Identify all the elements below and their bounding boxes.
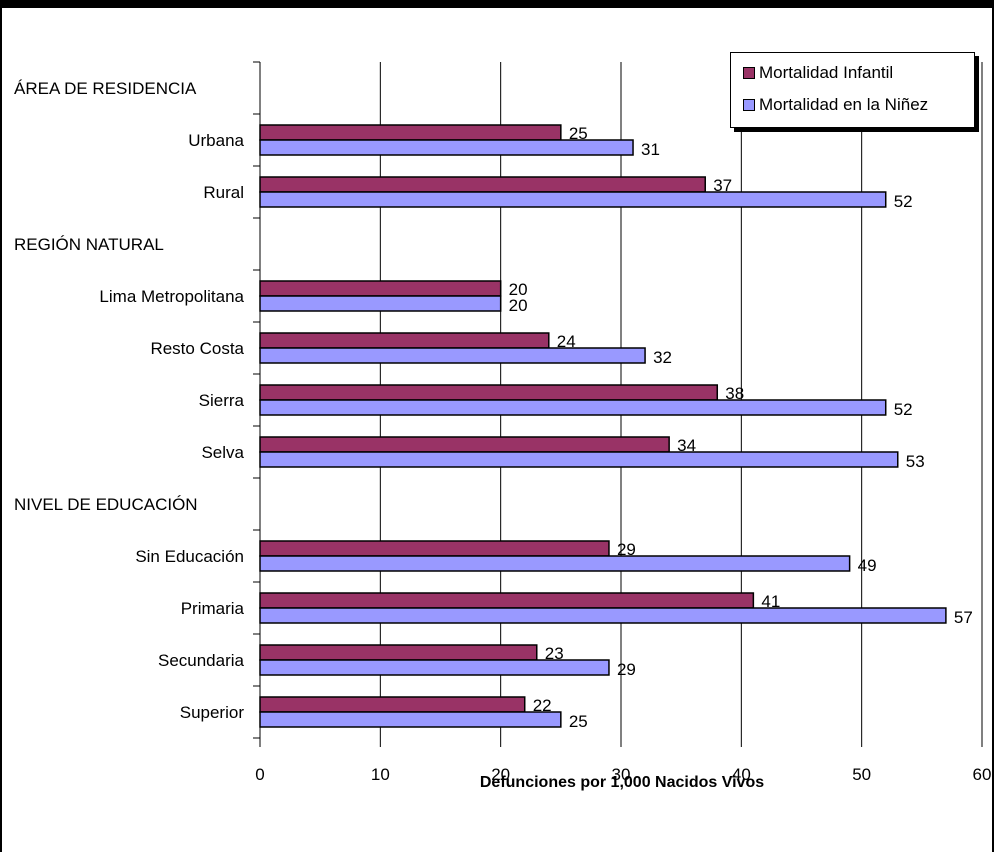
data-label-ninez: 31 [641,140,660,159]
x-tick-label: 60 [973,765,992,784]
data-label-infantil: 20 [509,280,528,299]
data-label-ninez: 25 [569,712,588,731]
category-label: Superior [180,703,245,722]
legend: Mortalidad Infantil Mortalidad en la Niñ… [730,52,975,128]
category-label: Rural [203,183,244,202]
data-label-ninez: 29 [617,660,636,679]
x-tick-label: 10 [371,765,390,784]
bar-infantil [259,696,526,713]
data-label-infantil: 24 [557,332,576,351]
category-label: Secundaria [158,651,245,670]
category-label: Selva [201,443,244,462]
data-label-ninez: 32 [653,348,672,367]
data-label-ninez: 20 [509,296,528,315]
x-tick-label: 0 [255,765,264,784]
bar-ninez [259,659,610,676]
data-label-infantil: 41 [761,592,780,611]
bar-infantil [259,644,538,661]
data-label-ninez: 52 [894,400,913,419]
bar-ninez [259,295,502,312]
data-label-infantil: 29 [617,540,636,559]
category-label: Sierra [199,391,245,410]
group-header-label: NIVEL DE EDUCACIÓN [14,495,198,514]
x-tick-label: 20 [491,765,510,784]
x-tick-label: 30 [612,765,631,784]
group-header-label: ÁREA DE RESIDENCIA [14,79,197,98]
bar-ninez [259,607,947,624]
category-label: Primaria [181,599,245,618]
bar-infantil [259,332,550,349]
bar-ninez [259,347,646,364]
category-label: Urbana [188,131,244,150]
x-tick-labels: 0 10 20 30 40 50 60 [255,765,991,784]
data-label-infantil: 25 [569,124,588,143]
data-label-infantil: 22 [533,696,552,715]
bar-infantil [259,540,610,557]
category-label: Lima Metropolitana [99,287,244,306]
legend-item-infantil: Mortalidad Infantil [743,62,893,84]
bar-ninez [259,451,899,468]
category-labels: ÁREA DE RESIDENCIA Urbana Rural REGIÓN NATU… [14,79,245,722]
data-label-infantil: 38 [725,384,744,403]
bar-infantil [259,384,719,401]
data-label-ninez: 49 [858,556,877,575]
legend-swatch-ninez [743,99,755,111]
bar-infantil [259,124,562,141]
bar-ninez [259,399,887,416]
axes [253,61,983,747]
bar-infantil [259,280,502,297]
legend-swatch-infantil [743,67,755,79]
data-label-infantil: 23 [545,644,564,663]
data-label-ninez: 52 [894,192,913,211]
data-label-ninez: 53 [906,452,925,471]
bar-ninez [259,191,887,208]
x-axis-label: Defunciones por 1,000 Nacidos Vivos [480,774,764,791]
group-header-label: REGIÓN NATURAL [14,235,164,254]
bar-ninez [259,711,562,728]
legend-label-infantil: Mortalidad Infantil [759,63,894,82]
category-label: Resto Costa [150,339,244,358]
bar-ninez [259,139,634,156]
category-label: Sin Educación [135,547,244,566]
x-tick-label: 40 [732,765,751,784]
data-label-ninez: 57 [954,608,973,627]
data-label-infantil: 37 [713,176,732,195]
bar-infantil [259,176,706,193]
data-label-infantil: 34 [677,436,696,455]
legend-label-ninez: Mortalidad en la Niñez [759,95,929,114]
bar-infantil [259,436,670,453]
bar-ninez [259,555,851,572]
bar-infantil [259,592,755,609]
x-tick-label: 50 [852,765,871,784]
legend-item-ninez: Mortalidad en la Niñez [743,94,928,116]
